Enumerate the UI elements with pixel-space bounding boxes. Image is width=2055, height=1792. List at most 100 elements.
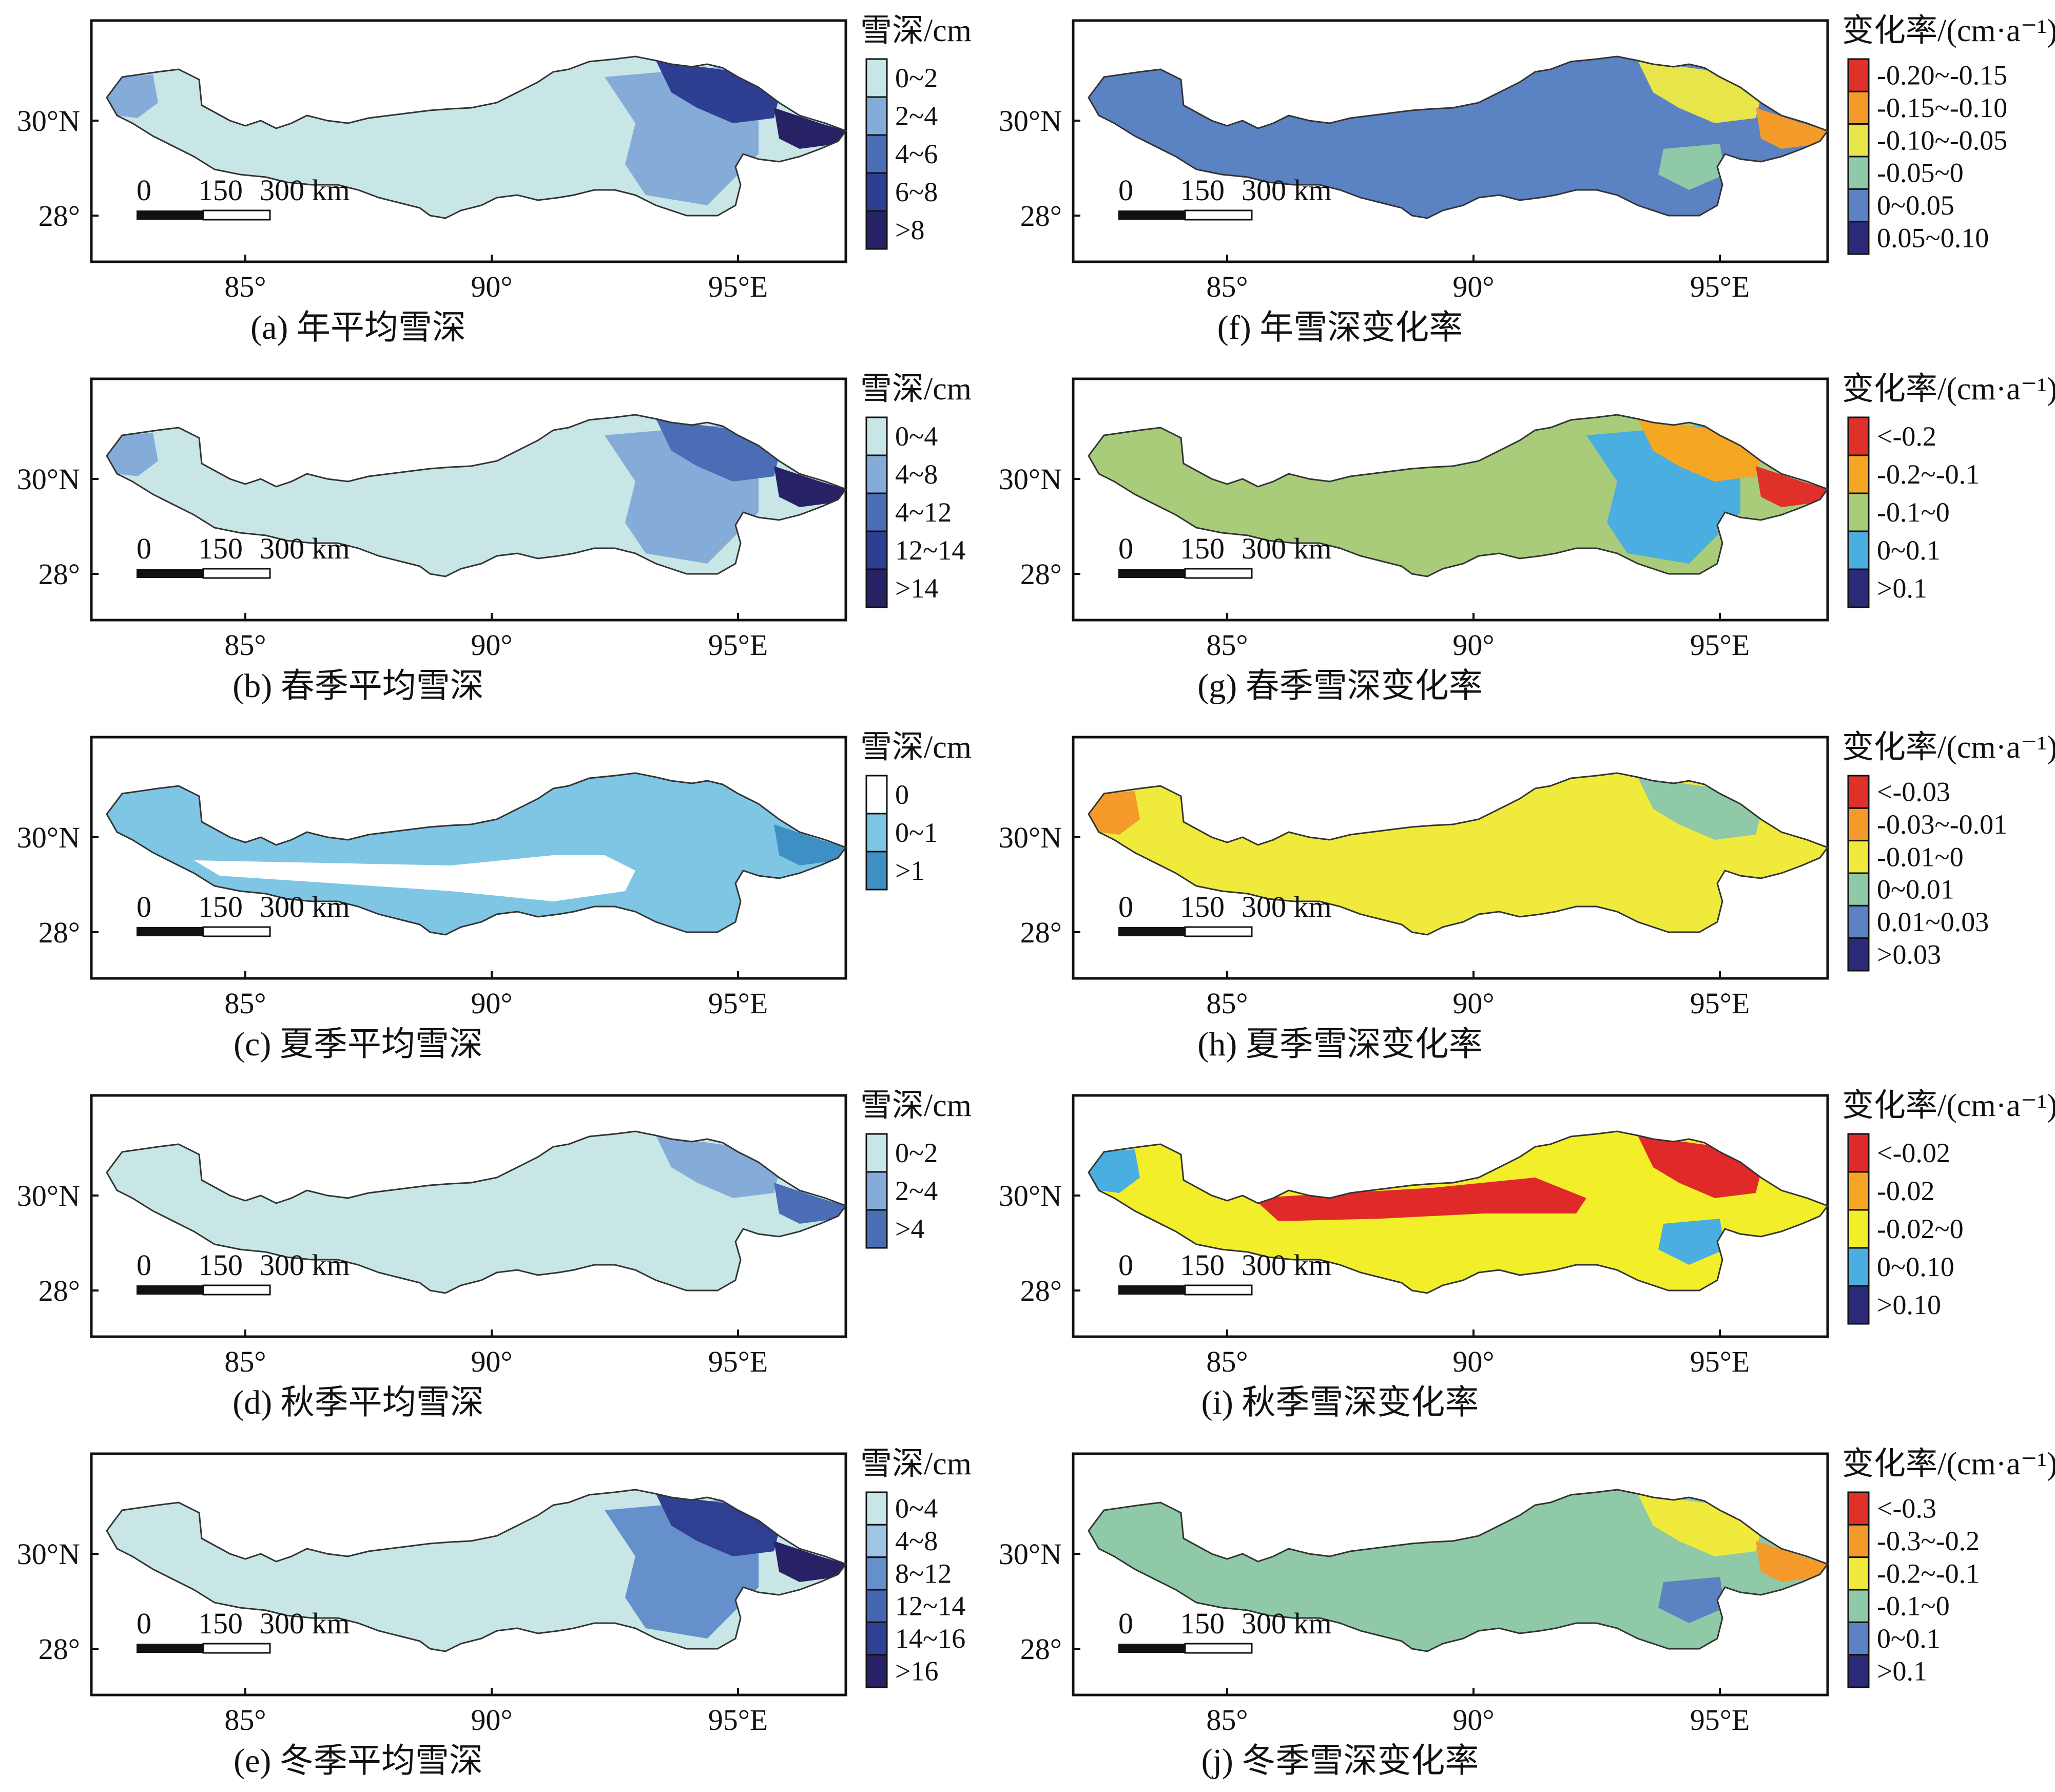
panel-caption: (b) 春季平均雪深 — [232, 667, 483, 705]
map-panel-h: 30°N 28° 85° 90° 95°E 0 150 300 km 变化率/(cm·a⁻¹) <… — [999, 730, 2055, 1063]
x-tick-label: 95°E — [708, 270, 768, 303]
shaded-area-northeast — [1638, 777, 1761, 840]
legend-swatch — [865, 1133, 888, 1173]
legend-swatch — [1847, 1556, 1870, 1591]
scale-bar-black — [137, 569, 203, 578]
scale-label: 300 km — [1242, 532, 1332, 565]
legend-swatch — [865, 416, 888, 456]
scale-bar-white — [1184, 1643, 1253, 1654]
x-tick-label: 90° — [1452, 1345, 1494, 1378]
legend-swatch — [865, 1171, 888, 1211]
scale-bar: 0 150 300 km — [137, 890, 350, 937]
y-tick-label: 28° — [38, 1274, 80, 1307]
legend-label: 12~14 — [895, 1591, 965, 1622]
legend-swatch — [865, 851, 888, 891]
scale-bar-white — [1184, 568, 1253, 579]
shaded-area-northeast — [1638, 61, 1761, 123]
legend-title: 变化率/(cm·a⁻¹) — [1842, 1088, 2055, 1123]
legend-swatch — [1847, 123, 1870, 158]
map-panel-g: 30°N 28° 85° 90° 95°E 0 150 300 km 变化率/(cm·a⁻¹) <… — [999, 372, 2055, 705]
legend-label: 0~0.1 — [1877, 1623, 1941, 1654]
legend-label: -0.2~-0.1 — [1877, 1558, 1980, 1589]
scale-label: 0 — [1118, 890, 1133, 923]
scale-label: 0 — [1118, 532, 1133, 565]
scale-label: 150 — [198, 532, 243, 565]
shaded-area-east-tip — [774, 1541, 846, 1582]
y-tick-label: 30°N — [17, 1179, 80, 1212]
x-tick-label: 95°E — [1690, 1345, 1750, 1378]
panel-caption: (c) 夏季平均雪深 — [234, 1026, 483, 1063]
legend-label: 2~4 — [895, 101, 938, 131]
legend-title: 雪深/cm — [860, 372, 972, 407]
legend-swatch — [1847, 1654, 1870, 1688]
y-tick-label: 30°N — [17, 1537, 80, 1571]
scale-label: 300 km — [1242, 1607, 1332, 1640]
legend-swatch — [1847, 872, 1870, 907]
legend-swatch — [865, 210, 888, 250]
scale-bar-black — [137, 1285, 203, 1295]
scale-bar-black — [1118, 1644, 1185, 1653]
legend-label: 0~0.01 — [1877, 874, 1954, 905]
scale-bar: 0 150 300 km — [1118, 1607, 1332, 1654]
legend-swatch — [865, 1209, 888, 1249]
scale-bar: 0 150 300 km — [137, 1248, 350, 1296]
scale-label: 0 — [137, 174, 151, 207]
legend-title: 变化率/(cm·a⁻¹) — [1842, 13, 2055, 48]
legend-swatch — [1847, 1285, 1870, 1325]
legend-label: 4~6 — [895, 139, 938, 169]
shaded-area-west-tip — [107, 433, 158, 476]
x-tick-label: 85° — [1206, 987, 1248, 1020]
x-tick-label: 85° — [1206, 628, 1248, 662]
legend-title: 雪深/cm — [860, 13, 972, 48]
shaded-area-northeast — [1638, 1494, 1761, 1556]
panel-caption: (g) 春季雪深变化率 — [1197, 667, 1482, 705]
x-tick-label: 85° — [224, 1345, 266, 1378]
legend-title: 变化率/(cm·a⁻¹) — [1842, 372, 2055, 407]
legend-title: 变化率/(cm·a⁻¹) — [1842, 730, 2055, 765]
x-tick-label: 85° — [224, 270, 266, 303]
legend-label: 8~12 — [895, 1558, 952, 1589]
panel-caption: (h) 夏季雪深变化率 — [1197, 1026, 1482, 1063]
legend-label: 0.01~0.03 — [1877, 907, 1989, 937]
y-tick-label: 28° — [38, 199, 80, 233]
y-tick-label: 30°N — [999, 1537, 1062, 1571]
x-tick-label: 90° — [1452, 270, 1494, 303]
shaded-area-east-tip — [774, 108, 846, 149]
legend-swatch — [1847, 156, 1870, 190]
x-tick-label: 85° — [1206, 270, 1248, 303]
legend-swatch — [1847, 1209, 1870, 1249]
legend-label: -0.1~0 — [1877, 1591, 1950, 1622]
legend-swatch — [1847, 454, 1870, 494]
panel-caption: (e) 冬季平均雪深 — [234, 1742, 483, 1780]
scale-label: 300 km — [260, 532, 350, 565]
x-tick-label: 95°E — [708, 628, 768, 662]
legend-label: <-0.02 — [1877, 1138, 1950, 1168]
map-panel-a: 30°N 28° 85° 90° 95°E 0 150 300 km 雪深/cm 0~2 2~4 4~… — [17, 13, 972, 346]
scale-bar-white — [1184, 926, 1253, 937]
legend-swatch — [1847, 1491, 1870, 1526]
legend-swatch — [865, 58, 888, 98]
legend-title: 雪深/cm — [860, 730, 972, 765]
legend-label: >8 — [895, 215, 924, 245]
legend-label: -0.03~-0.01 — [1877, 809, 2007, 840]
basin-outline — [106, 55, 847, 219]
shaded-area-east-tip — [774, 466, 846, 507]
legend-label: 0~2 — [895, 1138, 938, 1168]
scale-bar-black — [1118, 210, 1185, 220]
legend-swatch — [865, 172, 888, 212]
legend-swatch — [1847, 188, 1870, 223]
x-tick-label: 90° — [471, 628, 512, 662]
shaded-area-northeast — [1638, 1135, 1761, 1198]
legend-swatch — [1847, 58, 1870, 92]
y-tick-label: 28° — [1020, 1632, 1062, 1666]
legend-label: 0~0.10 — [1877, 1251, 1954, 1282]
x-tick-label: 95°E — [1690, 987, 1750, 1020]
legend-label: 0~4 — [895, 421, 938, 452]
legend-swatch — [1847, 568, 1870, 608]
legend-swatch — [1847, 221, 1870, 255]
shaded-area-northeast — [656, 419, 779, 481]
scale-bar: 0 150 300 km — [137, 1607, 350, 1654]
shaded-area-center-band — [1253, 1178, 1586, 1221]
legend-swatch — [865, 96, 888, 136]
